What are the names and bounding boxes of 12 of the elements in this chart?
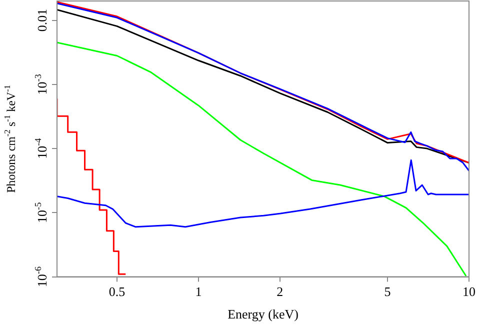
x-tick-label: 0.5: [108, 284, 126, 300]
y-tick-label: 10-3: [32, 74, 50, 95]
y-tick-label: 10-5: [32, 202, 50, 223]
x-tick-label: 1: [195, 284, 202, 300]
y-axis-title: Photons cm-2 s-1 keV-1: [2, 84, 18, 193]
x-axis-title: Energy (keV): [228, 306, 298, 322]
y-tick-label: 0.01: [34, 8, 50, 32]
x-tick-label: 2: [276, 284, 284, 300]
x-tick-label: 10: [462, 284, 476, 300]
y-tick-label: 10-6: [32, 266, 50, 288]
y-tick-label: 10-4: [32, 138, 50, 159]
x-tick-label: 5: [384, 284, 391, 300]
